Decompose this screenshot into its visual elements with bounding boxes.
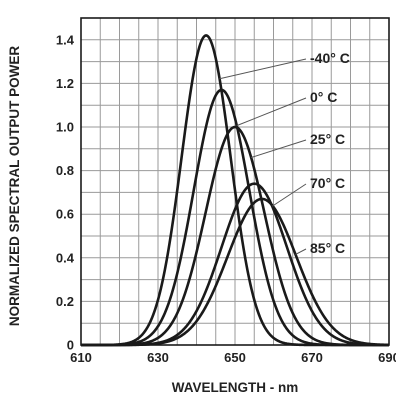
x-tick-label: 630 [147,350,169,365]
x-tick-label: 690 [378,350,396,365]
legend-label: 0° C [310,89,337,105]
legend-label: 70° C [310,175,345,191]
y-tick-label: 1.2 [56,76,74,91]
y-tick-label: 0 [67,338,74,353]
legend: -40° C 0° C 25° C 70° C 85° C [219,50,350,256]
legend-leader-line [219,58,307,80]
x-tick-label: 650 [224,350,246,365]
plot-frame [80,17,390,346]
y-tick-label: 0.8 [56,163,74,178]
y-tick-label: 0.4 [56,250,75,265]
legend-leader-line [251,139,307,158]
y-tick-label: 0.6 [56,207,74,222]
legend-label: 25° C [310,131,345,147]
x-tick-label: 610 [70,350,92,365]
x-tick-label: 670 [301,350,323,365]
y-tick-label: 1.0 [56,120,74,135]
tick-labels: 610 630 650 670 690 0 0.2 0.4 0.6 0.8 1.0 1.2 1.4 [56,32,396,365]
y-tick-label: 0.2 [56,294,74,309]
x-axis-label: WAVELENGTH - nm [172,380,299,395]
legend-leader-line [236,97,307,127]
legend-label: 85° C [310,240,345,256]
y-axis-label: NORMALIZED SPECTRAL OUTPUT POWER [7,46,22,327]
legend-label: -40° C [310,50,350,66]
y-tick-label: 1.4 [56,32,75,47]
legend-leader-line [271,183,307,207]
legend-leader-line [295,248,307,255]
